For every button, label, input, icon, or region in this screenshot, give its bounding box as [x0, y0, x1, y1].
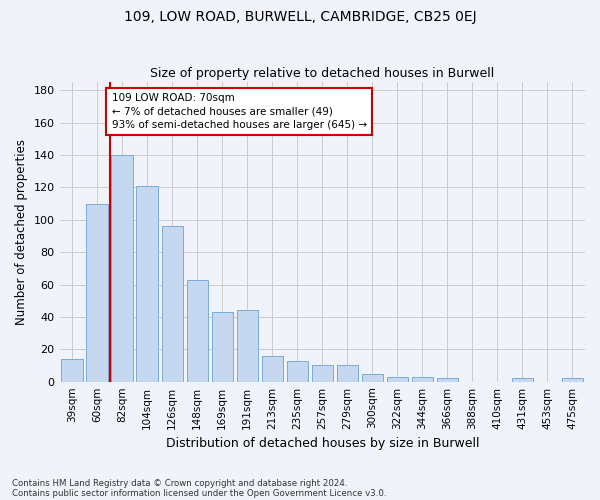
- Bar: [287, 360, 308, 382]
- Bar: [562, 378, 583, 382]
- Bar: [362, 374, 383, 382]
- Text: Contains HM Land Registry data © Crown copyright and database right 2024.: Contains HM Land Registry data © Crown c…: [12, 478, 347, 488]
- Text: 109, LOW ROAD, BURWELL, CAMBRIDGE, CB25 0EJ: 109, LOW ROAD, BURWELL, CAMBRIDGE, CB25 …: [124, 10, 476, 24]
- Bar: [412, 377, 433, 382]
- Bar: [512, 378, 533, 382]
- X-axis label: Distribution of detached houses by size in Burwell: Distribution of detached houses by size …: [166, 437, 479, 450]
- Bar: [112, 155, 133, 382]
- Bar: [136, 186, 158, 382]
- Bar: [236, 310, 258, 382]
- Bar: [212, 312, 233, 382]
- Title: Size of property relative to detached houses in Burwell: Size of property relative to detached ho…: [150, 66, 494, 80]
- Bar: [337, 366, 358, 382]
- Text: Contains public sector information licensed under the Open Government Licence v3: Contains public sector information licen…: [12, 488, 386, 498]
- Bar: [187, 280, 208, 382]
- Bar: [262, 356, 283, 382]
- Bar: [161, 226, 183, 382]
- Bar: [61, 359, 83, 382]
- Text: 109 LOW ROAD: 70sqm
← 7% of detached houses are smaller (49)
93% of semi-detache: 109 LOW ROAD: 70sqm ← 7% of detached hou…: [112, 94, 367, 130]
- Bar: [437, 378, 458, 382]
- Bar: [387, 377, 408, 382]
- Bar: [86, 204, 108, 382]
- Y-axis label: Number of detached properties: Number of detached properties: [15, 139, 28, 325]
- Bar: [311, 366, 333, 382]
